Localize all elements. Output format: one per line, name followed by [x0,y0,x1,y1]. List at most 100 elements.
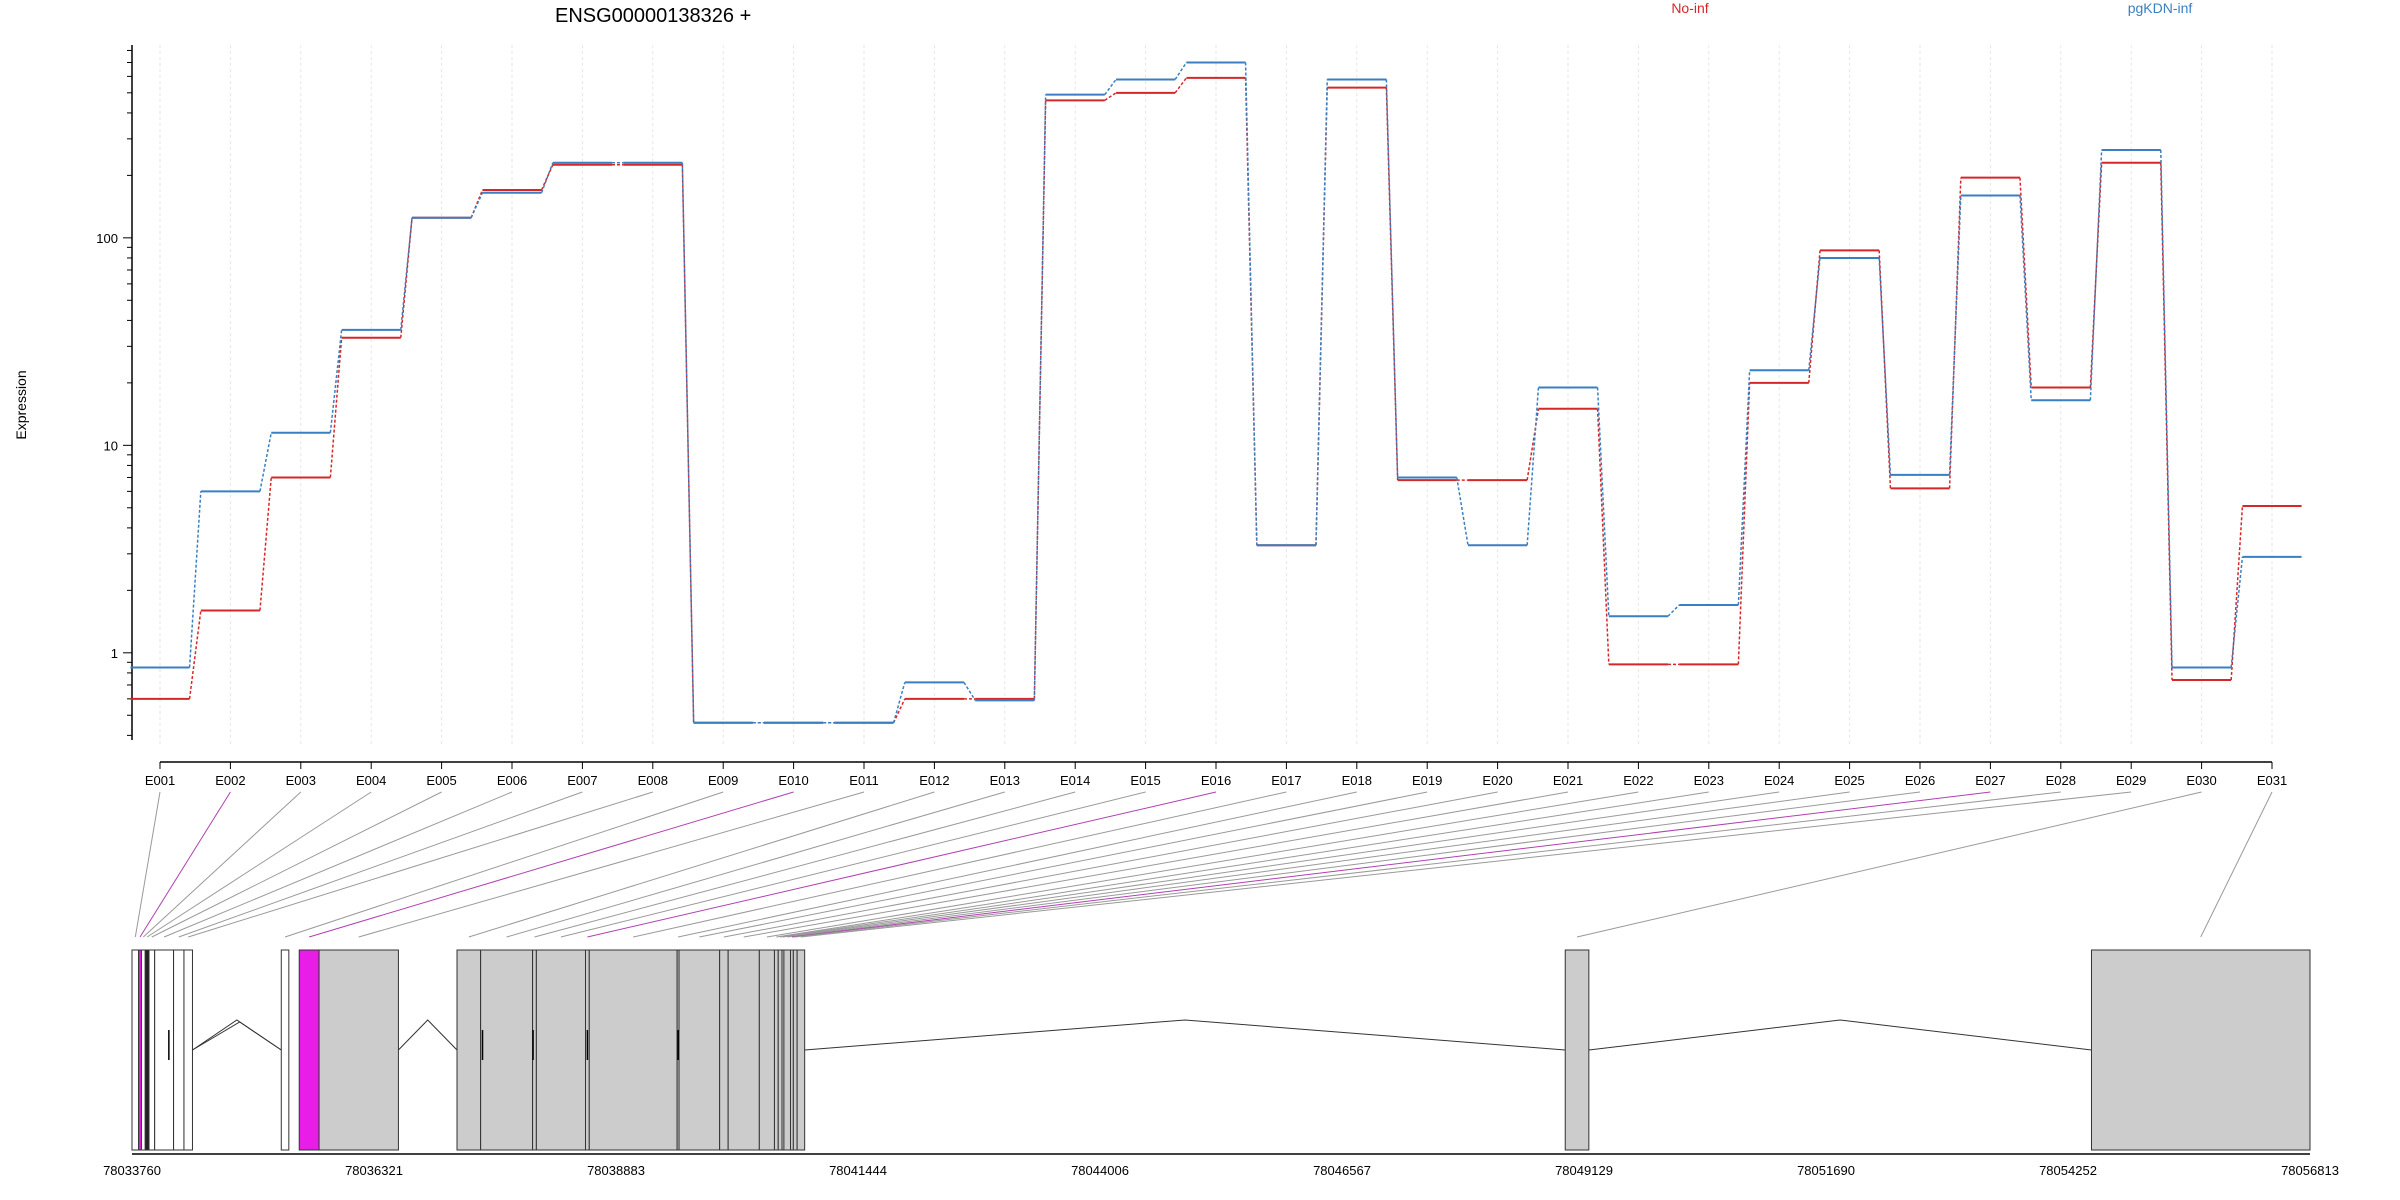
legend-label-no-inf: No-inf [1671,0,1708,16]
series-connector [1315,79,1328,546]
y-tick-label: 10 [104,438,118,453]
y-tick-label: 1 [111,646,118,661]
series-connector [188,491,202,668]
series-connector [1033,94,1047,701]
connector-E005 [151,791,442,938]
exon-box-E005 [148,949,156,1151]
x-tick-label-E029: E029 [2116,773,2146,788]
series-connector [1244,77,1258,546]
connector-E012 [468,791,935,938]
x-gridlines [159,45,2273,745]
exon-box-E001 [131,949,140,1151]
connector-E030 [1576,791,2202,938]
series-connector [1596,408,1610,665]
connector-E008 [188,791,653,938]
connector-E024 [780,791,1780,938]
connector-E004 [146,791,372,938]
series-connector [2230,505,2244,680]
coord-label: 78049129 [1555,1163,1613,1178]
exon-box-E028 [792,949,798,1151]
x-tick-label-E003: E003 [286,773,316,788]
intron-line [192,1019,282,1051]
series-connector [329,337,343,478]
series-connector [892,698,906,724]
x-axis: E001 E002 E003 E004 E005 E006 E007 E008 E009 E010… [145,761,2287,788]
exon-box-E006 [154,949,175,1151]
series-connector [1385,79,1399,478]
exon-box-E024 [777,949,783,1151]
intron-line [398,1019,458,1051]
series-connector [540,162,554,193]
x-tick-label-E011: E011 [849,773,878,788]
coord-label: 78054252 [2039,1163,2097,1178]
x-tick-label-E027: E027 [1975,773,2005,788]
y-axis: 1 10 100 [96,45,133,740]
connector-E002 [139,791,231,938]
exon-box-E009 [280,949,290,1151]
connector-E022 [766,791,1639,938]
x-tick-label-E017: E017 [1271,773,1301,788]
x-tick-label-E018: E018 [1342,773,1372,788]
connector-E013 [506,791,1005,938]
connector-E019 [699,791,1428,938]
exon-box-E007 [173,949,185,1151]
x-tick-label-E025: E025 [1834,773,1864,788]
x-tick-label-E007: E007 [567,773,597,788]
series-connector [1174,62,1188,80]
series-connector [1526,387,1540,546]
coord-label: 78051690 [1797,1163,1855,1178]
connector-E018 [677,791,1357,938]
x-tick-label-E021: E021 [1553,773,1583,788]
series-connector [1808,250,1821,383]
coord-label: 78044006 [1071,1163,1129,1178]
series-connector [2089,149,2103,401]
coord-label: 78036321 [345,1163,403,1178]
exon-box-E030 [1564,949,1590,1151]
y-tick-label: 100 [96,231,118,246]
x-tick-label-E014: E014 [1060,773,1090,788]
exon-box-E012 [456,949,482,1151]
series-connector [259,432,272,492]
intron-line [1588,1019,2092,1051]
series-connector [2019,195,2032,401]
series-connector [259,477,272,611]
gene-model [131,949,2311,1151]
exon-box-E020 [719,949,729,1151]
exon-box-E019 [678,949,721,1151]
coord-label: 78038883 [587,1163,645,1178]
legend-label-pgkdn-inf: pgKDN-inf [2128,0,2193,16]
connector-E016 [587,791,1217,938]
y-axis-label: Expression [13,370,29,439]
intron-line [804,1019,1566,1051]
x-tick-label-E020: E020 [1482,773,1512,788]
connector-E006 [163,791,513,938]
series-connector [681,162,695,723]
exon-box-E003 [140,949,146,1151]
exon-box-E022 [758,949,775,1151]
series-connector [892,682,906,723]
x-tick-label-E026: E026 [1905,773,1935,788]
x-tick-label-E010: E010 [778,773,808,788]
x-tick-label-E005: E005 [426,773,456,788]
x-tick-label-E001: E001 [145,773,175,788]
x-tick-label-E012: E012 [919,773,949,788]
connector-E020 [723,791,1498,938]
exon-box-E029 [796,949,806,1151]
series-connector [1948,195,1962,475]
x-tick-label-E022: E022 [1623,773,1653,788]
x-tick-label-E016: E016 [1201,773,1231,788]
x-tick-label-E023: E023 [1694,773,1724,788]
series-connector [1526,408,1540,481]
exon-box-E011 [318,949,399,1151]
connector-E026 [787,791,1921,938]
x-tick-label-E028: E028 [2046,773,2076,788]
series-connector [2230,556,2244,668]
exon-box-E004 [144,949,150,1151]
series-connector [329,329,343,433]
coord-label: 78033760 [103,1163,161,1178]
x-tick-label-E013: E013 [990,773,1020,788]
exon-box-E021 [727,949,760,1151]
series-connector [1315,87,1328,546]
coord-label: 78046567 [1313,1163,1371,1178]
